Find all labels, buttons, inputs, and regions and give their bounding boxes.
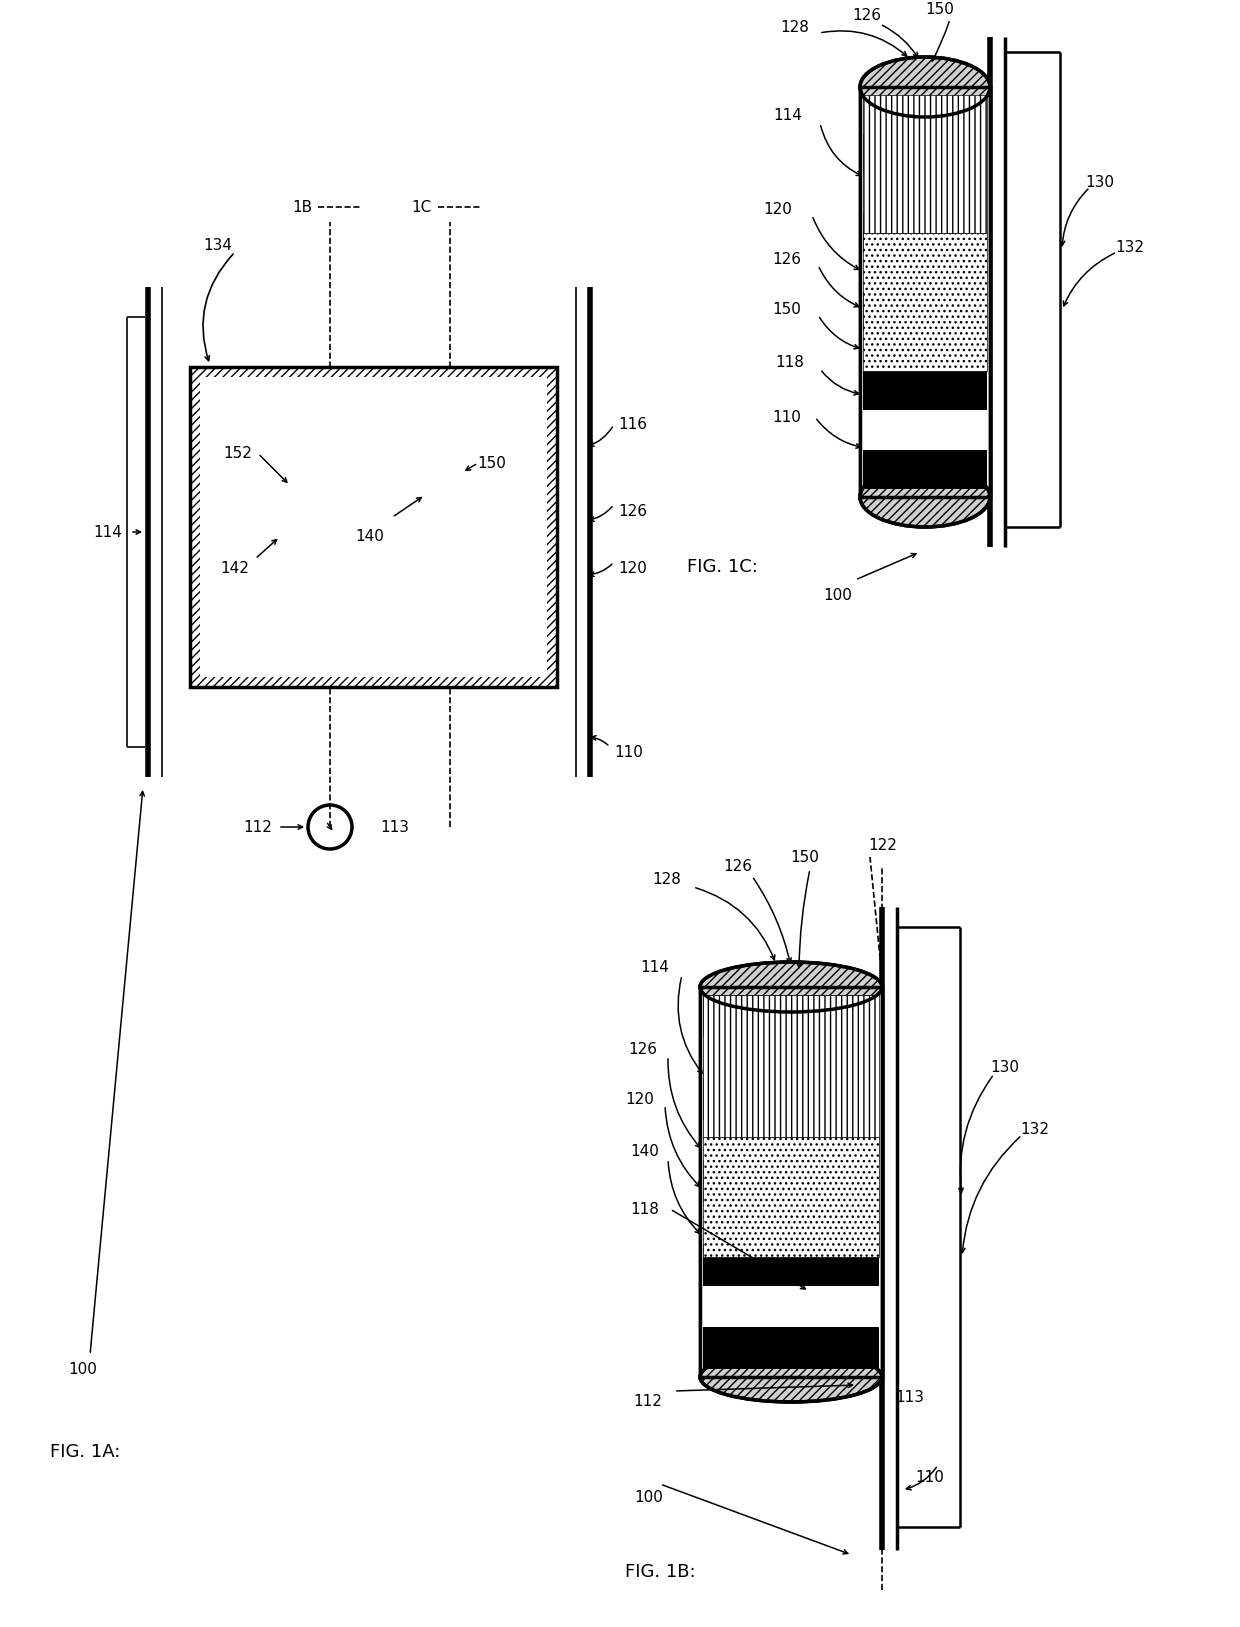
Ellipse shape [861, 467, 990, 527]
Text: 1B: 1B [291, 200, 312, 215]
Bar [703, 1285, 879, 1328]
Bar [703, 1036, 879, 1079]
Text: 126: 126 [773, 252, 801, 267]
Bar [863, 252, 987, 291]
Bar [861, 86, 990, 496]
Bar [701, 988, 882, 1376]
Text: 100: 100 [634, 1489, 663, 1505]
Bar [863, 332, 987, 371]
Text: 114: 114 [93, 524, 123, 540]
Bar [702, 989, 880, 1375]
Text: 113: 113 [381, 820, 409, 835]
Text: 110: 110 [915, 1469, 945, 1484]
Text: 126: 126 [629, 1043, 657, 1058]
Bar [703, 1137, 879, 1256]
Text: 110: 110 [614, 745, 642, 760]
Text: 118: 118 [775, 355, 805, 369]
Text: 150: 150 [477, 456, 506, 470]
Bar [703, 1328, 879, 1368]
Bar [863, 449, 987, 490]
Text: 150: 150 [791, 849, 820, 864]
Bar [863, 94, 987, 135]
Text: 114: 114 [774, 107, 802, 122]
Text: FIG. 1C:: FIG. 1C: [687, 558, 758, 576]
Bar [863, 213, 987, 252]
Bar [863, 233, 987, 371]
Bar [862, 89, 988, 495]
Text: 100: 100 [823, 587, 852, 602]
Bar [863, 291, 987, 332]
Bar [863, 174, 987, 213]
Bar [863, 135, 987, 174]
Text: 120: 120 [618, 561, 647, 576]
Text: 142: 142 [221, 561, 249, 576]
Text: 128: 128 [652, 872, 682, 887]
Text: 122: 122 [868, 838, 898, 853]
Text: 132: 132 [1021, 1121, 1049, 1137]
Ellipse shape [701, 1352, 882, 1402]
Bar [863, 371, 987, 410]
Text: FIG. 1A:: FIG. 1A: [50, 1443, 120, 1461]
Text: 128: 128 [780, 20, 810, 34]
Text: 110: 110 [773, 410, 801, 425]
Text: 120: 120 [625, 1092, 655, 1106]
Text: 118: 118 [631, 1201, 660, 1217]
Text: 134: 134 [203, 238, 233, 252]
Text: 130: 130 [1085, 174, 1115, 189]
Text: 120: 120 [764, 202, 792, 216]
Text: 152: 152 [223, 446, 253, 460]
Text: 116: 116 [618, 417, 647, 433]
Text: 114: 114 [641, 960, 670, 975]
Bar [703, 1245, 879, 1285]
Text: 130: 130 [991, 1059, 1019, 1074]
Text: 132: 132 [1116, 239, 1145, 254]
Text: 113: 113 [895, 1389, 925, 1404]
Text: 150: 150 [925, 2, 955, 16]
Text: 140: 140 [356, 529, 384, 543]
Bar [703, 1162, 879, 1202]
Bar [703, 996, 879, 1137]
Bar [861, 86, 990, 496]
Ellipse shape [701, 962, 882, 1012]
Bar [703, 1119, 879, 1162]
Text: 126: 126 [723, 859, 753, 874]
Text: 1C: 1C [412, 200, 432, 215]
Bar [703, 1079, 879, 1119]
Text: 112: 112 [243, 820, 273, 835]
Text: 112: 112 [634, 1394, 662, 1409]
Bar [703, 1202, 879, 1245]
Bar [701, 988, 882, 1376]
Text: 100: 100 [68, 1362, 97, 1376]
Bar [200, 377, 547, 677]
Bar [190, 368, 557, 687]
Text: FIG. 1B:: FIG. 1B: [625, 1564, 696, 1581]
Text: 126: 126 [618, 503, 647, 519]
Bar [863, 94, 987, 233]
Bar [863, 410, 987, 449]
Text: 140: 140 [631, 1144, 660, 1160]
Text: 126: 126 [853, 8, 882, 23]
Ellipse shape [861, 57, 990, 117]
Text: 150: 150 [773, 301, 801, 317]
Bar [703, 996, 879, 1036]
